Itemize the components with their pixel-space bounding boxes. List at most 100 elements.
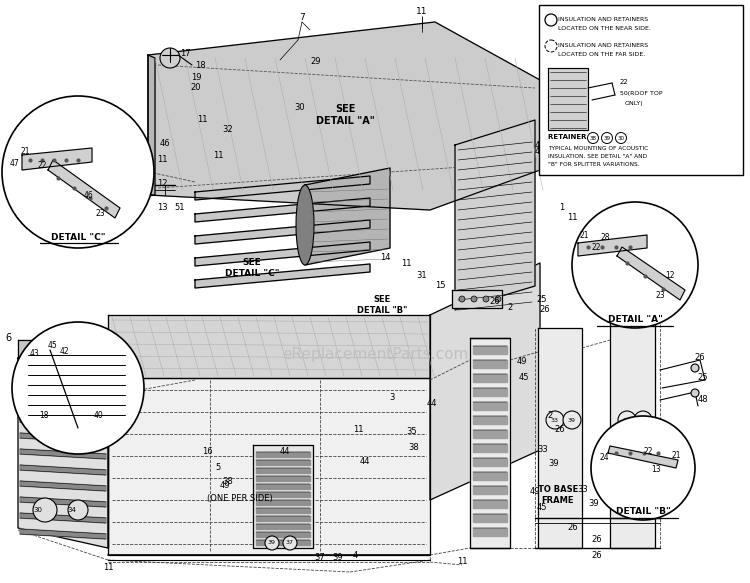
Polygon shape <box>548 68 588 130</box>
Polygon shape <box>256 500 310 505</box>
Text: INSULATION AND RETAINERS: INSULATION AND RETAINERS <box>558 17 648 22</box>
Text: 45: 45 <box>519 374 530 382</box>
Circle shape <box>618 411 636 429</box>
Text: 26: 26 <box>540 305 550 314</box>
Text: 11: 11 <box>213 150 223 160</box>
Circle shape <box>33 498 57 522</box>
Text: 26: 26 <box>568 524 578 532</box>
Text: 26: 26 <box>555 426 566 434</box>
Text: 11: 11 <box>157 156 167 164</box>
Text: 44: 44 <box>427 399 437 408</box>
Circle shape <box>68 500 88 520</box>
Text: INSULATION AND RETAINERS: INSULATION AND RETAINERS <box>558 43 648 48</box>
Polygon shape <box>256 540 310 545</box>
Polygon shape <box>256 452 310 457</box>
Text: 16: 16 <box>202 448 212 456</box>
Polygon shape <box>473 444 507 452</box>
Polygon shape <box>305 168 390 265</box>
Text: 37: 37 <box>315 553 326 561</box>
Circle shape <box>265 536 279 550</box>
Text: 11: 11 <box>103 564 113 573</box>
Circle shape <box>634 411 652 429</box>
Text: 28: 28 <box>600 234 610 243</box>
Polygon shape <box>20 497 106 507</box>
Text: "B" FOR SPLITTER VARIATIONS.: "B" FOR SPLITTER VARIATIONS. <box>548 161 640 167</box>
Text: 18: 18 <box>195 61 206 69</box>
Text: 42: 42 <box>59 346 69 356</box>
Polygon shape <box>473 500 507 508</box>
Polygon shape <box>538 328 582 548</box>
Text: SEE
DETAIL "B": SEE DETAIL "B" <box>357 296 407 315</box>
Text: 38: 38 <box>409 442 419 451</box>
Text: 48: 48 <box>698 395 708 405</box>
Text: 3: 3 <box>389 394 394 402</box>
Circle shape <box>691 389 699 397</box>
Text: 33: 33 <box>623 417 631 423</box>
Circle shape <box>563 411 581 429</box>
Text: LOCATED ON THE FAR SIDE.: LOCATED ON THE FAR SIDE. <box>558 52 645 57</box>
Circle shape <box>495 296 501 302</box>
Text: 14: 14 <box>380 254 390 262</box>
Text: 39: 39 <box>268 540 276 546</box>
Text: 15: 15 <box>435 280 445 290</box>
Polygon shape <box>20 513 106 523</box>
Polygon shape <box>20 465 106 475</box>
Polygon shape <box>18 358 108 548</box>
Text: 29: 29 <box>310 58 321 66</box>
Text: 12: 12 <box>157 180 167 188</box>
Text: 31: 31 <box>417 271 428 279</box>
Text: TO BASE
FRAME: TO BASE FRAME <box>538 485 578 505</box>
Text: 21: 21 <box>20 147 30 156</box>
Text: (ONE PER SIDE): (ONE PER SIDE) <box>207 493 273 503</box>
Circle shape <box>471 296 477 302</box>
Polygon shape <box>256 476 310 481</box>
Polygon shape <box>20 481 106 491</box>
Polygon shape <box>256 508 310 513</box>
Text: 44: 44 <box>280 448 290 456</box>
Circle shape <box>483 296 489 302</box>
Text: 45: 45 <box>47 342 57 350</box>
Polygon shape <box>256 524 310 529</box>
Text: 11: 11 <box>196 115 207 125</box>
Circle shape <box>40 355 60 375</box>
Text: 47: 47 <box>10 159 20 167</box>
Text: 33: 33 <box>538 445 548 455</box>
Text: 34: 34 <box>68 507 76 513</box>
Text: 7: 7 <box>299 12 304 22</box>
Polygon shape <box>608 446 678 468</box>
Polygon shape <box>473 416 507 424</box>
Polygon shape <box>108 378 430 555</box>
Text: 11: 11 <box>457 557 467 567</box>
Text: 39: 39 <box>549 458 560 468</box>
FancyBboxPatch shape <box>539 5 743 175</box>
Text: 39: 39 <box>589 498 599 507</box>
Polygon shape <box>470 338 510 548</box>
Circle shape <box>572 202 698 328</box>
Text: 2: 2 <box>548 410 553 420</box>
Polygon shape <box>195 220 370 244</box>
Text: 26: 26 <box>592 536 602 545</box>
Text: 26: 26 <box>592 550 602 560</box>
Text: 22: 22 <box>38 160 46 170</box>
Polygon shape <box>473 458 507 466</box>
Text: 23: 23 <box>95 209 105 219</box>
Text: 13: 13 <box>157 203 167 212</box>
Text: 11: 11 <box>567 213 578 223</box>
Polygon shape <box>20 401 106 411</box>
Polygon shape <box>430 263 540 500</box>
Text: 44: 44 <box>535 147 545 156</box>
Text: LOCATED ON THE NEAR SIDE.: LOCATED ON THE NEAR SIDE. <box>558 26 651 31</box>
Polygon shape <box>195 242 370 266</box>
Ellipse shape <box>296 185 314 265</box>
Text: 12: 12 <box>665 271 675 279</box>
Circle shape <box>591 416 695 520</box>
Circle shape <box>160 48 180 68</box>
Text: 45: 45 <box>537 503 548 511</box>
Text: 49: 49 <box>220 480 230 490</box>
Text: 35: 35 <box>406 427 417 437</box>
Polygon shape <box>610 322 655 548</box>
Text: 30: 30 <box>35 361 44 367</box>
Text: 50(ROOF TOP: 50(ROOF TOP <box>620 92 662 97</box>
Polygon shape <box>20 529 106 539</box>
Text: 38: 38 <box>223 477 233 486</box>
